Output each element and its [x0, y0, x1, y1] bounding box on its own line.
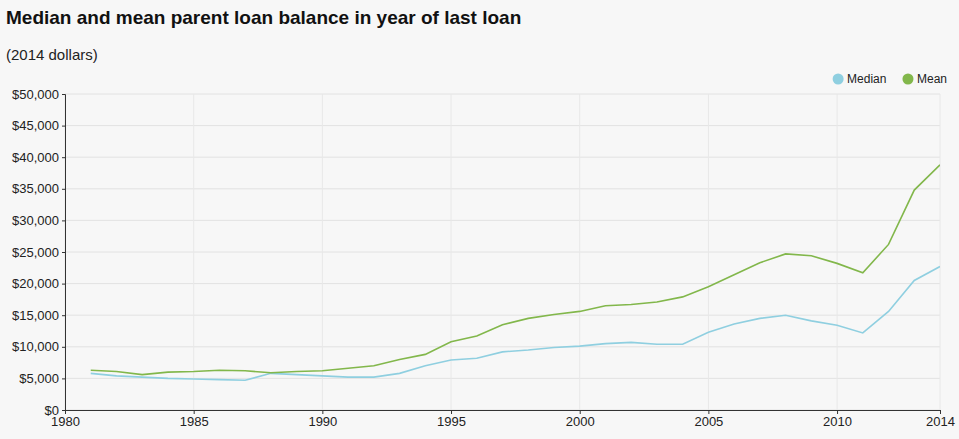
grid-line: [65, 315, 940, 316]
grid-line: [65, 220, 940, 221]
tick: 1985: [180, 410, 209, 429]
tick-label: $5,000: [19, 371, 59, 386]
legend: Mean Median: [833, 72, 947, 86]
tick-mark: [62, 378, 65, 379]
tick: $10,000: [12, 339, 65, 354]
tick-mark: [62, 315, 65, 316]
grid-line: [579, 94, 580, 410]
x-axis: 19801985199019952000200520102014: [51, 410, 955, 429]
tick-label: 2014: [926, 414, 955, 429]
tick-label: 2005: [694, 414, 723, 429]
grid-line: [322, 94, 323, 410]
tick: $45,000: [12, 118, 65, 133]
chart: Median and mean parent loan balance in y…: [0, 0, 959, 439]
grid-line: [65, 252, 940, 253]
tick-label: 1990: [308, 414, 337, 429]
tick-mark: [62, 94, 65, 95]
grid-line: [193, 94, 194, 410]
tick-mark: [62, 410, 65, 411]
tick-label: $25,000: [12, 245, 59, 260]
tick-label: $30,000: [12, 213, 59, 228]
legend-label: Mean: [917, 72, 947, 86]
line: [91, 165, 940, 375]
tick-label: $0: [45, 403, 59, 418]
plot: 19801985199019952000200520102014$0$5,000…: [12, 87, 955, 430]
tick: 1995: [437, 410, 466, 429]
tick: $20,000: [12, 276, 65, 291]
tick-label: 2010: [823, 414, 852, 429]
grid-line: [65, 157, 940, 158]
tick: $25,000: [12, 245, 65, 260]
tick-label: $20,000: [12, 276, 59, 291]
tick-mark: [62, 284, 65, 285]
tick-label: $45,000: [12, 118, 59, 133]
tick-label: $50,000: [12, 87, 59, 102]
tick-label: 2000: [566, 414, 595, 429]
axis-line: [62, 95, 66, 411]
grid-line: [65, 188, 940, 189]
title: Median and mean parent loan balance in y…: [6, 7, 521, 28]
tick-label: $10,000: [12, 339, 59, 354]
tick-mark: [62, 189, 65, 190]
tick-mark: [62, 252, 65, 253]
tick: $35,000: [12, 181, 65, 196]
tick: 2000: [566, 410, 595, 429]
grid-line: [708, 94, 709, 410]
grid-line: [940, 94, 941, 410]
grid-line: [65, 346, 940, 347]
tick-label: $15,000: [12, 308, 59, 323]
tick: $50,000: [12, 87, 65, 102]
legend-marker: [902, 74, 913, 85]
tick: $0: [45, 403, 65, 418]
legend-label: Median: [847, 72, 886, 86]
tick-mark: [62, 126, 65, 127]
grid-line: [65, 94, 940, 95]
tick: 2005: [694, 410, 723, 429]
tick-mark: [62, 220, 65, 221]
grid-line: [65, 283, 940, 284]
tick-label: 1995: [437, 414, 466, 429]
tick-mark: [62, 347, 65, 348]
tick: $30,000: [12, 213, 65, 228]
tick: 2010: [823, 410, 852, 429]
line: [91, 267, 940, 381]
subtitle: (2014 dollars): [6, 46, 98, 63]
tick-label: 1985: [180, 414, 209, 429]
tick: 1990: [308, 410, 337, 429]
tick-label: $40,000: [12, 150, 59, 165]
tick-mark: [62, 157, 65, 158]
grid-line: [65, 125, 940, 126]
tick: $15,000: [12, 308, 65, 323]
grid: [65, 94, 940, 410]
tick: $40,000: [12, 150, 65, 165]
tick-label: $35,000: [12, 181, 59, 196]
grid-line: [837, 94, 838, 410]
grid-line: [451, 94, 452, 410]
lines: [91, 165, 940, 381]
legend-marker: [833, 74, 844, 85]
y-axis: $0 $5,000 $10,000 $15,000 $20,000 $25,000 $30,…: [12, 87, 66, 418]
tick: 2014: [926, 410, 955, 429]
tick: $5,000: [19, 371, 65, 386]
